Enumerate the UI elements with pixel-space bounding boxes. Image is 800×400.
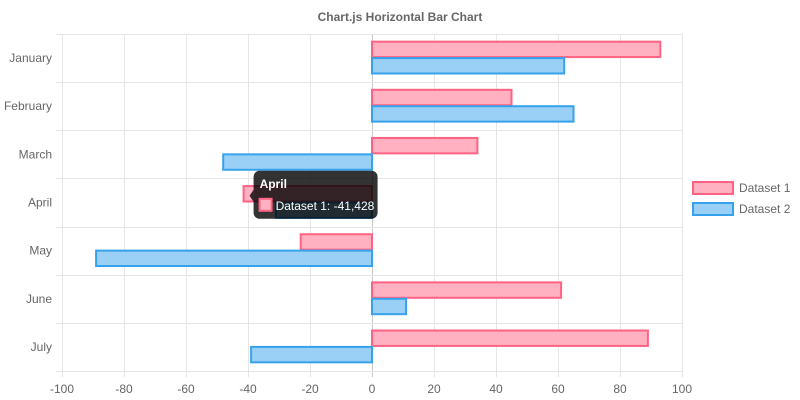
bar-2[interactable] [371,57,566,75]
x-tick-label: 40 [489,382,503,396]
y-tick-label: February [4,99,52,113]
bar-1[interactable] [371,329,649,347]
axis-tick-labels: -100 -80 -60 -40 -20 0 20 40 60 80 100 January Febru… [4,51,692,396]
y-tick-label: January [9,51,52,65]
bar-1[interactable] [371,40,662,59]
bar-1[interactable] [299,233,374,251]
x-tick-label: 80 [613,382,627,396]
tooltip-box [253,170,378,219]
x-tick-label: -80 [115,382,133,396]
x-tick-label: 20 [427,382,441,396]
bar-1[interactable] [371,88,513,107]
tooltip-label: Dataset 1: -41,428 [276,199,375,213]
bar-1[interactable] [371,136,479,155]
bars[interactable] [95,40,662,364]
x-tick-label: 60 [551,382,565,396]
legend[interactable]: Dataset 1 Dataset 2 [692,181,791,216]
tooltip-title: April [260,177,287,191]
chart-title: Chart.js Horizontal Bar Chart [318,10,483,24]
x-tick-label: -100 [50,382,74,396]
legend-swatch [692,202,734,216]
x-tick-label: -20 [301,382,319,396]
legend-item[interactable]: Dataset 1 [692,181,791,195]
legend-label: Dataset 2 [739,202,791,216]
y-tick-label: May [29,244,52,258]
y-tick-label: June [26,292,52,306]
bar-2[interactable] [222,153,373,171]
y-tick-label: March [19,147,52,161]
x-tick-label: 0 [369,382,376,396]
legend-item[interactable]: Dataset 2 [692,202,791,216]
bar-2[interactable] [95,249,373,268]
legend-label: Dataset 1 [739,181,791,195]
y-tick-label: July [31,340,52,354]
x-tick-label: 100 [672,382,692,396]
legend-swatch [692,181,734,195]
tooltip: April Dataset 1: -41,428 [249,170,378,219]
x-tick-label: -60 [177,382,195,396]
y-tick-label: April [28,196,52,210]
bar-2[interactable] [250,345,374,364]
bar-2[interactable] [371,105,575,123]
bar-2[interactable] [371,297,408,316]
x-tick-label: -40 [239,382,257,396]
tooltip-caret [249,189,254,202]
tooltip-swatch [258,197,273,212]
bar-1[interactable] [371,281,563,299]
